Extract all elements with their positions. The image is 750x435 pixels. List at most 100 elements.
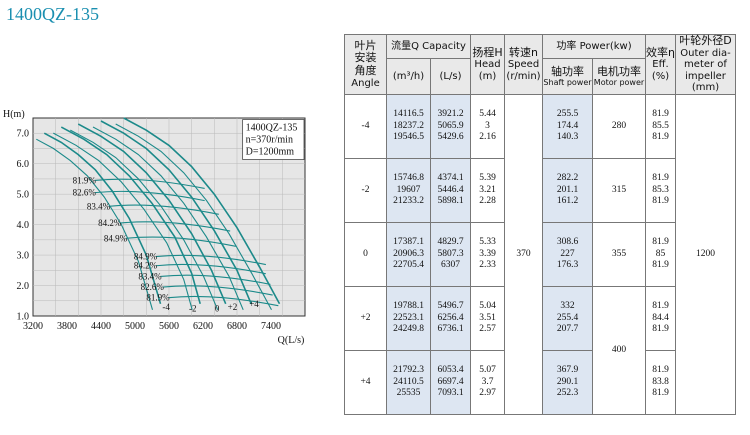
head-header: 扬程H Head (m) <box>470 34 505 95</box>
info-line: n=370r/min <box>246 135 293 146</box>
efficiency-label: 82.6% <box>141 282 165 292</box>
capacity-ls-cell: 4374.1 5446.4 5898.1 <box>430 158 471 223</box>
efficiency-cell: 81.9 84.4 81.9 <box>645 286 676 351</box>
x-tick-label: 7400 <box>261 321 281 332</box>
capacity-unit-m3h: (m³/h) <box>386 58 431 95</box>
efficiency-label: 81.9% <box>146 293 170 303</box>
y-tick-label: 4.0 <box>17 220 30 231</box>
y-tick-label: 7.0 <box>17 129 30 140</box>
efficiency-isoline <box>94 178 205 189</box>
capacity-unit-ls: (L/s) <box>430 58 471 95</box>
series-curve-secondary <box>53 132 193 310</box>
x-tick-label: 6200 <box>193 321 213 332</box>
diameter-cell: 1200 <box>675 94 736 415</box>
series-curve <box>60 126 201 305</box>
capacity-header: 流量Q Capacity <box>386 34 471 59</box>
x-tick-label: 3200 <box>23 321 43 332</box>
efficiency-cell: 81.9 85 81.9 <box>645 222 676 287</box>
y-axis-label: H(m) <box>3 110 25 120</box>
info-line: 1400QZ-135 <box>246 123 298 134</box>
capacity-m3h-cell: 21792.3 24110.5 25535 <box>386 350 431 415</box>
angle-cell: -4 <box>344 94 387 159</box>
series-curve <box>43 132 162 305</box>
efficiency-label: 84.2% <box>134 261 158 271</box>
motor-power-cell: 355 <box>592 222 646 287</box>
speed-cell: 370 <box>504 94 543 415</box>
x-tick-label: 5000 <box>125 321 145 332</box>
info-box <box>242 119 305 160</box>
motor-power-cell: 315 <box>592 158 646 223</box>
efficiency-isoline <box>155 254 266 266</box>
head-cell: 5.04 3.51 2.57 <box>470 286 505 351</box>
efficiency-isoline <box>120 221 231 232</box>
diameter-header: 叶轮外径D Outer dia-meter of impeller (mm) <box>675 34 736 95</box>
efficiency-label: 83.4% <box>87 201 111 211</box>
y-tick-label: 2.0 <box>17 281 30 292</box>
angle-header: 叶片 安装 角度 Angle <box>344 34 387 95</box>
series-curve <box>123 117 281 305</box>
efficiency-isoline <box>168 295 279 307</box>
efficiency-isoline <box>162 285 273 296</box>
efficiency-isoline <box>160 274 271 285</box>
pump-performance-chart: 1.0 2.0 3.0 4.0 5.0 6.0 7.0 3200 3800 4400 5000 560… <box>3 110 306 346</box>
efficiency-label: 84.2% <box>98 218 122 228</box>
angle-label: -4 <box>162 302 170 312</box>
series-curve-secondary <box>92 126 244 311</box>
efficiency-label: 84.9% <box>134 252 158 262</box>
efficiency-label: 84.9% <box>104 233 128 243</box>
angle-cell: +4 <box>344 350 387 415</box>
capacity-ls-cell: 4829.7 5807.3 6307 <box>430 222 471 287</box>
capacity-ls-cell: 3921.2 5065.9 5429.6 <box>430 94 471 159</box>
y-tick-label: 3.0 <box>17 251 30 262</box>
x-tick-label: 3800 <box>57 321 77 332</box>
info-line: D=1200mm <box>246 147 295 158</box>
x-tick-label: 4400 <box>91 321 111 332</box>
shaft-power-cell: 308.6 227 176.3 <box>542 222 593 287</box>
head-cell: 5.39 3.21 2.28 <box>470 158 505 223</box>
speed-header: 转速n Speed (r/min) <box>504 34 543 95</box>
efficiency-cell: 81.9 85.3 81.9 <box>645 158 676 223</box>
efficiency-cell: 81.9 83.8 81.9 <box>645 350 676 415</box>
angle-label: +4 <box>249 299 259 309</box>
model-title: 1400QZ-135 <box>6 4 99 24</box>
y-tick-label: 6.0 <box>17 159 30 170</box>
efficiency-isoline <box>125 236 236 247</box>
capacity-ls-cell: 6053.4 6697.4 7093.1 <box>430 350 471 415</box>
angle-label: 0 <box>215 303 220 313</box>
shaft-power-cell: 282.2 201.1 161.2 <box>542 158 593 223</box>
capacity-m3h-cell: 15746.8 19607 21233.2 <box>386 158 431 223</box>
shaft-power-cell: 255.5 174.4 140.3 <box>542 94 593 159</box>
y-tick-label: 5.0 <box>17 190 30 201</box>
capacity-m3h-cell: 17387.1 20906.3 22705.4 <box>386 222 431 287</box>
motor-power-header: 电机功率 Motor power <box>592 58 646 95</box>
head-cell: 5.44 3 2.16 <box>470 94 505 159</box>
head-cell: 5.07 3.7 2.97 <box>470 350 505 415</box>
power-header: 功率 Power(kw) <box>542 34 646 59</box>
efficiency-cell: 81.9 85.5 81.9 <box>645 94 676 159</box>
series-curve-secondary <box>36 138 154 310</box>
series-curve <box>77 123 227 305</box>
capacity-m3h-cell: 19788.1 22523.1 24249.8 <box>386 286 431 351</box>
efficiency-header: 效率η Eff. (%) <box>645 34 676 95</box>
motor-power-cell: 280 <box>592 94 646 159</box>
x-axis-label: Q(L/s) <box>278 335 305 346</box>
efficiency-isoline <box>155 263 266 275</box>
series-curve <box>100 120 252 305</box>
shaft-power-header: 轴功率 Shaft power <box>542 58 593 95</box>
efficiency-label: 82.6% <box>73 188 97 198</box>
y-tick-label: 1.0 <box>17 312 30 323</box>
spec-table: 叶片 安装 角度 Angle 流量Q Capacity 扬程H Head (m) 转… <box>344 34 736 415</box>
angle-cell: +2 <box>344 286 387 351</box>
x-tick-label: 5600 <box>159 321 179 332</box>
efficiency-label: 83.4% <box>138 271 162 281</box>
shaft-power-cell: 367.9 290.1 252.3 <box>542 350 593 415</box>
angle-cell: 0 <box>344 222 387 287</box>
capacity-ls-cell: 5496.7 6256.4 6736.1 <box>430 286 471 351</box>
shaft-power-cell: 332 255.4 207.7 <box>542 286 593 351</box>
x-tick-label: 6800 <box>227 321 247 332</box>
angle-cell: -2 <box>344 158 387 223</box>
capacity-m3h-cell: 14116.5 18237.2 19546.5 <box>386 94 431 159</box>
efficiency-isoline <box>108 204 219 215</box>
head-cell: 5.33 3.39 2.33 <box>470 222 505 287</box>
angle-label: +2 <box>228 302 238 312</box>
